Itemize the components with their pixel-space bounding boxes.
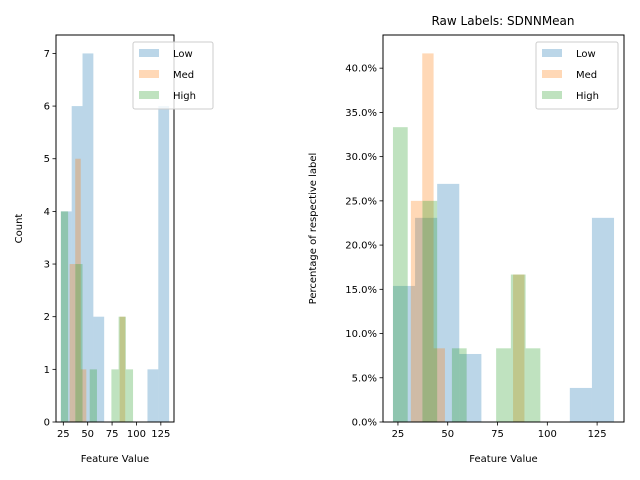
x-axis-label: Feature Value [81, 454, 149, 465]
y-tick-label: 5 [44, 154, 50, 165]
legend-swatch-low [542, 49, 562, 57]
bar-med [410, 200, 423, 422]
bar-high [422, 200, 438, 422]
x-tick-label: 75 [491, 429, 504, 440]
bar-med [75, 158, 81, 423]
bar-high [111, 369, 119, 422]
legend-swatch-high [542, 91, 562, 99]
bar-med [119, 316, 126, 422]
bar-med [513, 274, 525, 422]
y-tick-label: 40.0% [345, 64, 377, 75]
bar-low [93, 316, 105, 422]
y-tick-label: 1 [44, 365, 50, 376]
bar-high [75, 264, 83, 422]
bar-high [496, 348, 511, 422]
x-tick-label: 100 [127, 429, 146, 440]
y-tick-label: 0 [44, 418, 50, 429]
legend-label-med: Med [576, 70, 597, 81]
bar-med [80, 369, 87, 422]
x-ticks: 25 50 75 100 125 [392, 422, 607, 440]
bar-low [591, 217, 615, 422]
x-tick-label: 25 [392, 429, 405, 440]
legend-label-med: Med [173, 70, 194, 81]
bar-med [433, 348, 445, 422]
legend-swatch-med [542, 70, 562, 78]
x-tick-label: 125 [588, 429, 607, 440]
bar-low [82, 53, 94, 423]
axes-frame [55, 34, 175, 423]
legend-box [132, 41, 214, 110]
bar-high [525, 348, 541, 422]
y-tick-label: 4 [44, 207, 50, 218]
x-tick-label: 125 [151, 429, 170, 440]
bar-low [60, 211, 72, 422]
bar-low [459, 353, 482, 422]
bar-low [437, 183, 460, 422]
legend-label-high: High [576, 91, 599, 102]
legend-swatch-med [139, 70, 159, 78]
legend-swatch-high [139, 91, 159, 99]
legend-label-low: Low [173, 49, 193, 60]
x-tick-label: 50 [81, 429, 94, 440]
x-tick-label: 100 [538, 429, 557, 440]
bar-low [392, 285, 416, 422]
legend: Low Med High [132, 41, 214, 110]
bar-med [422, 53, 434, 423]
y-ticks: 0.0% 5.0% 10.0% 15.0% 20.0% 25.0% 30.0% 35.0% 40… [345, 64, 383, 429]
legend-label-low: Low [576, 49, 596, 60]
bars-group [392, 53, 615, 423]
bar-med [69, 264, 76, 422]
bar-low [147, 369, 159, 422]
x-tick-label: 25 [57, 429, 70, 440]
y-tick-label: 2 [44, 312, 50, 323]
x-axis-label: Feature Value [469, 454, 537, 465]
y-tick-label: 6 [44, 102, 50, 113]
legend-label-high: High [173, 91, 196, 102]
y-axis-label: Count [14, 214, 25, 244]
bar-low [71, 106, 83, 422]
y-tick-label: 30.0% [345, 152, 377, 163]
y-ticks: 0 1 2 3 4 5 6 7 [44, 49, 56, 429]
x-tick-label: 50 [441, 429, 454, 440]
legend: Low Med High [535, 41, 619, 110]
y-tick-label: 20.0% [345, 241, 377, 252]
percentage-histogram-panel: Raw Labels: SDNNMean 25 50 75 100 125 0.0% 5.… [308, 14, 625, 465]
bar-high [118, 316, 126, 422]
count-histogram-panel: 25 50 75 100 125 0 1 2 3 4 5 6 7 Feature Value Coun… [14, 34, 214, 465]
y-tick-label: 5.0% [352, 373, 377, 384]
bar-high [451, 348, 467, 422]
bar-low [415, 217, 438, 422]
legend-swatch-low [139, 49, 159, 57]
y-tick-label: 10.0% [345, 329, 377, 340]
bar-low [158, 106, 170, 422]
bar-high [125, 369, 134, 422]
y-tick-label: 7 [44, 49, 50, 60]
y-axis-label: Percentage of respective label [308, 153, 319, 305]
bar-high [510, 274, 526, 422]
y-tick-label: 0.0% [352, 418, 377, 429]
y-tick-label: 35.0% [345, 108, 377, 119]
x-tick-label: 75 [106, 429, 119, 440]
panel-title: Raw Labels: SDNNMean [431, 14, 574, 28]
x-ticks: 25 50 75 100 125 [57, 422, 170, 440]
legend-box [535, 41, 619, 110]
axes-frame [382, 34, 625, 423]
bar-low [569, 387, 592, 422]
bar-high [89, 369, 97, 422]
y-tick-label: 15.0% [345, 285, 377, 296]
bar-high [60, 211, 69, 422]
bar-high [392, 127, 408, 423]
y-tick-label: 3 [44, 260, 50, 271]
y-tick-label: 25.0% [345, 196, 377, 207]
bars-group [60, 53, 170, 423]
